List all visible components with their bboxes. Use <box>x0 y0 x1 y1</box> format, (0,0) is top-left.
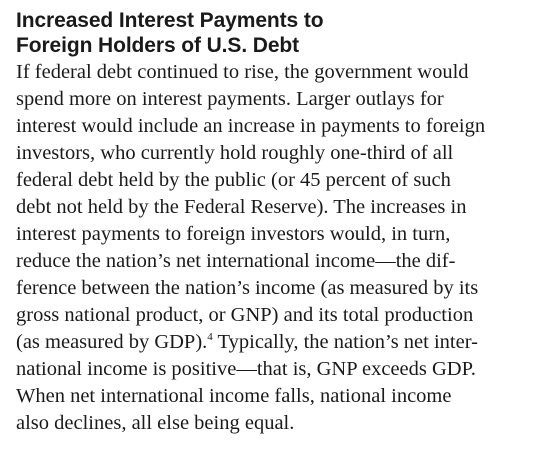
footnote-reference[interactable]: 4 <box>207 331 213 343</box>
body-line-10: gross national product, or GNP) and its … <box>16 304 474 326</box>
body-line-4: investors, who currently hold roughly on… <box>16 142 454 164</box>
body-line-5: federal debt held by the public (or 45 p… <box>16 169 451 191</box>
section-heading: Increased Interest Payments to Foreign H… <box>16 8 524 58</box>
document-page: Increased Interest Payments to Foreign H… <box>16 8 524 437</box>
body-line-7: interest payments to foreign investors w… <box>16 223 451 245</box>
body-line-2: spend more on interest payments. Larger … <box>16 88 444 110</box>
body-line-9: ference between the nation’s income (as … <box>16 277 479 299</box>
body-paragraph: If federal debt continued to rise, the g… <box>16 59 524 437</box>
section-heading-line-1: Increased Interest Payments to <box>16 9 324 32</box>
body-line-11: (as measured by GDP).4 Typically, the na… <box>16 329 524 356</box>
body-line-11-part-1: (as measured by GDP). <box>16 331 208 353</box>
body-line-1: If federal debt continued to rise, the g… <box>16 61 469 83</box>
body-line-3: interest would include an increase in pa… <box>16 115 486 137</box>
body-line-12: national income is positive—that is, GNP… <box>16 358 476 380</box>
body-line-14: also declines, all else being equal. <box>16 412 295 434</box>
body-line-11-part-2: Typically, the nation’s net inter- <box>212 331 478 353</box>
section-heading-line-2: Foreign Holders of U.S. Debt <box>16 34 300 57</box>
body-line-13: When net international income falls, nat… <box>16 385 452 407</box>
body-line-8: reduce the nation’s net international in… <box>16 250 456 272</box>
body-line-6: debt not held by the Federal Reserve). T… <box>16 196 467 218</box>
